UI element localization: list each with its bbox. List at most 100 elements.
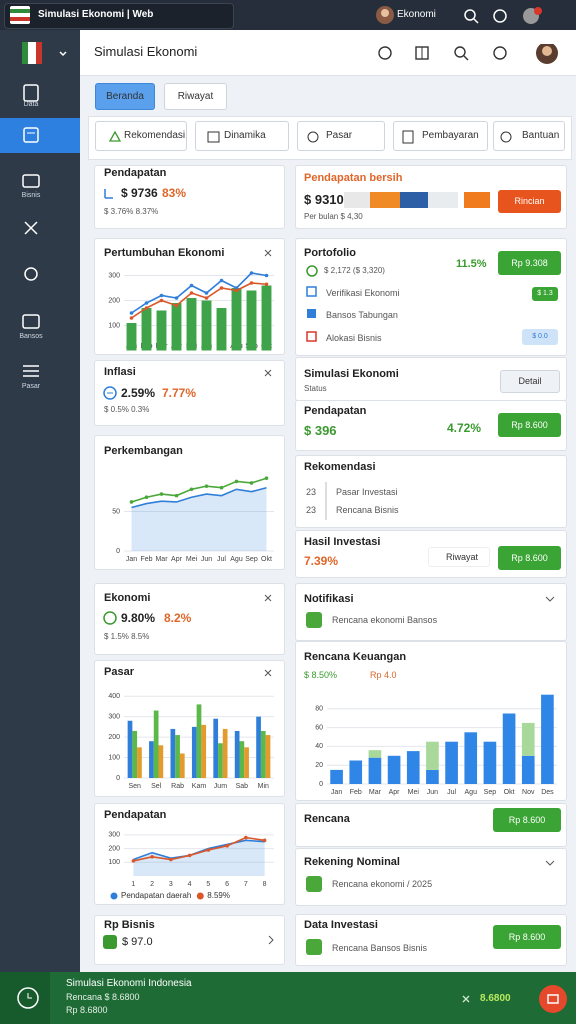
- chart: 0 20 40 60 80 Jan Feb Mar Apr Mei Jun Jul Agu Sep Okt N…: [315, 694, 557, 796]
- chevron[interactable]: [545, 860, 555, 866]
- card-title: Inflasi: [104, 366, 136, 378]
- sidebar-label[interactable]: Pasar: [21, 383, 41, 390]
- button[interactable]: Rp 8.600: [498, 413, 561, 437]
- link-button[interactable]: Riwayat: [428, 547, 490, 567]
- tab[interactable]: Riwayat: [164, 83, 227, 110]
- bar: [149, 741, 154, 778]
- bar: [186, 298, 197, 351]
- card-title: Ekonomi: [104, 592, 151, 604]
- value: $ 9736: [121, 186, 158, 200]
- tab[interactable]: Beranda: [95, 83, 155, 110]
- bar: [171, 303, 182, 351]
- card-title: Rencana Keuangan: [304, 651, 407, 663]
- bar: [349, 760, 363, 784]
- point: [144, 306, 149, 310]
- line: [131, 477, 267, 503]
- x-tick-label: Kam: [192, 783, 207, 790]
- change: 11.5%: [456, 258, 487, 270]
- bar: [196, 704, 202, 778]
- bottom-title: Simulasi Ekonomi Indonesia: [66, 978, 192, 989]
- tag[interactable]: $ 1.3: [532, 287, 558, 301]
- note: Per bulan $ 4,30: [304, 212, 363, 221]
- line: [133, 836, 265, 862]
- close-icon[interactable]: [264, 369, 272, 377]
- tag[interactable]: $ 0.0: [522, 329, 558, 345]
- row-label: Rencana ekonomi / 2025: [332, 879, 433, 889]
- chevron[interactable]: [267, 935, 275, 945]
- point: [264, 282, 269, 287]
- card: [295, 455, 567, 528]
- x-tick-label: Okt: [261, 556, 272, 563]
- sub: $ 8.50%: [304, 670, 338, 680]
- bar: [213, 718, 219, 778]
- button[interactable]: Detail: [500, 370, 560, 393]
- y-tick-label: 300: [108, 832, 120, 839]
- button[interactable]: Rp 8.600: [493, 925, 561, 949]
- close-icon[interactable]: [462, 995, 470, 1003]
- card-title: Data Investasi: [304, 919, 378, 931]
- point: [144, 495, 149, 500]
- close-icon[interactable]: [264, 249, 272, 257]
- bar: [201, 300, 212, 351]
- icon: [306, 939, 322, 955]
- bar: [191, 726, 197, 778]
- point: [244, 835, 248, 840]
- point: [234, 288, 239, 293]
- x-tick-label: Sab: [236, 783, 249, 790]
- action-button[interactable]: [538, 984, 568, 1014]
- bar: [201, 724, 207, 778]
- bar: [158, 745, 164, 778]
- legend-swatch: [110, 892, 118, 900]
- card-title: Portofolio: [304, 247, 356, 259]
- bar: [261, 285, 272, 351]
- x-tick-label: Jun: [201, 556, 212, 563]
- close-icon[interactable]: [264, 594, 272, 602]
- bar: [218, 743, 223, 778]
- point: [174, 303, 179, 308]
- legend-label: Pendapatan daerah: [121, 891, 191, 900]
- point: [159, 492, 164, 496]
- card: [94, 915, 285, 965]
- filter-button[interactable]: Rekomendasi: [95, 121, 187, 151]
- x-tick-label: 1: [131, 881, 135, 888]
- card-title: Rp Bisnis: [104, 919, 155, 931]
- x-tick-label: 4: [188, 881, 192, 888]
- user-name[interactable]: Ekonomi: [397, 9, 436, 20]
- bar: [330, 769, 343, 784]
- button[interactable]: Rp 8.600: [493, 808, 561, 832]
- sidebar-label[interactable]: Bansos: [19, 333, 43, 340]
- filter-button[interactable]: Dinamika: [195, 121, 289, 151]
- filter-button[interactable]: Pembayaran: [393, 121, 488, 151]
- card: [94, 165, 285, 229]
- bottom-icon: [0, 972, 50, 1024]
- x-tick-label: Jun: [427, 789, 438, 796]
- row-divider: [325, 482, 327, 520]
- bar: [175, 735, 180, 778]
- filter-button[interactable]: Pasar: [297, 121, 385, 151]
- card-title: Simulasi Ekonomi: [304, 368, 399, 380]
- y-tick-label: 80: [315, 706, 323, 713]
- sidebar-label[interactable]: Bisnis: [21, 192, 41, 199]
- bar: [483, 741, 497, 784]
- close-icon[interactable]: [264, 669, 272, 677]
- point: [206, 848, 211, 852]
- button[interactable]: Rincian: [498, 190, 561, 213]
- user-avatar[interactable]: [376, 6, 394, 24]
- sidebar-icons: [22, 42, 67, 377]
- row-label: Alokasi Bisnis: [326, 333, 382, 343]
- y-tick-label: 200: [108, 297, 120, 304]
- filter-button[interactable]: Bantuan: [493, 121, 565, 151]
- button[interactable]: Rp 8.600: [498, 546, 561, 570]
- button[interactable]: Rp 9.308: [498, 251, 561, 275]
- bar: [426, 741, 439, 770]
- sub: $ 2,172 ($ 3,320): [324, 266, 385, 275]
- card-title: Rekening Nominal: [304, 856, 400, 868]
- card-title: Pertumbuhan Ekonomi: [104, 247, 225, 259]
- bar: [445, 741, 458, 784]
- x-tick-label: 7: [244, 881, 248, 888]
- chevron[interactable]: [545, 596, 555, 602]
- sidebar-label[interactable]: Data: [23, 101, 39, 108]
- row-num: 23: [306, 505, 317, 515]
- bottom-line: Rp 8.6800: [66, 1005, 108, 1015]
